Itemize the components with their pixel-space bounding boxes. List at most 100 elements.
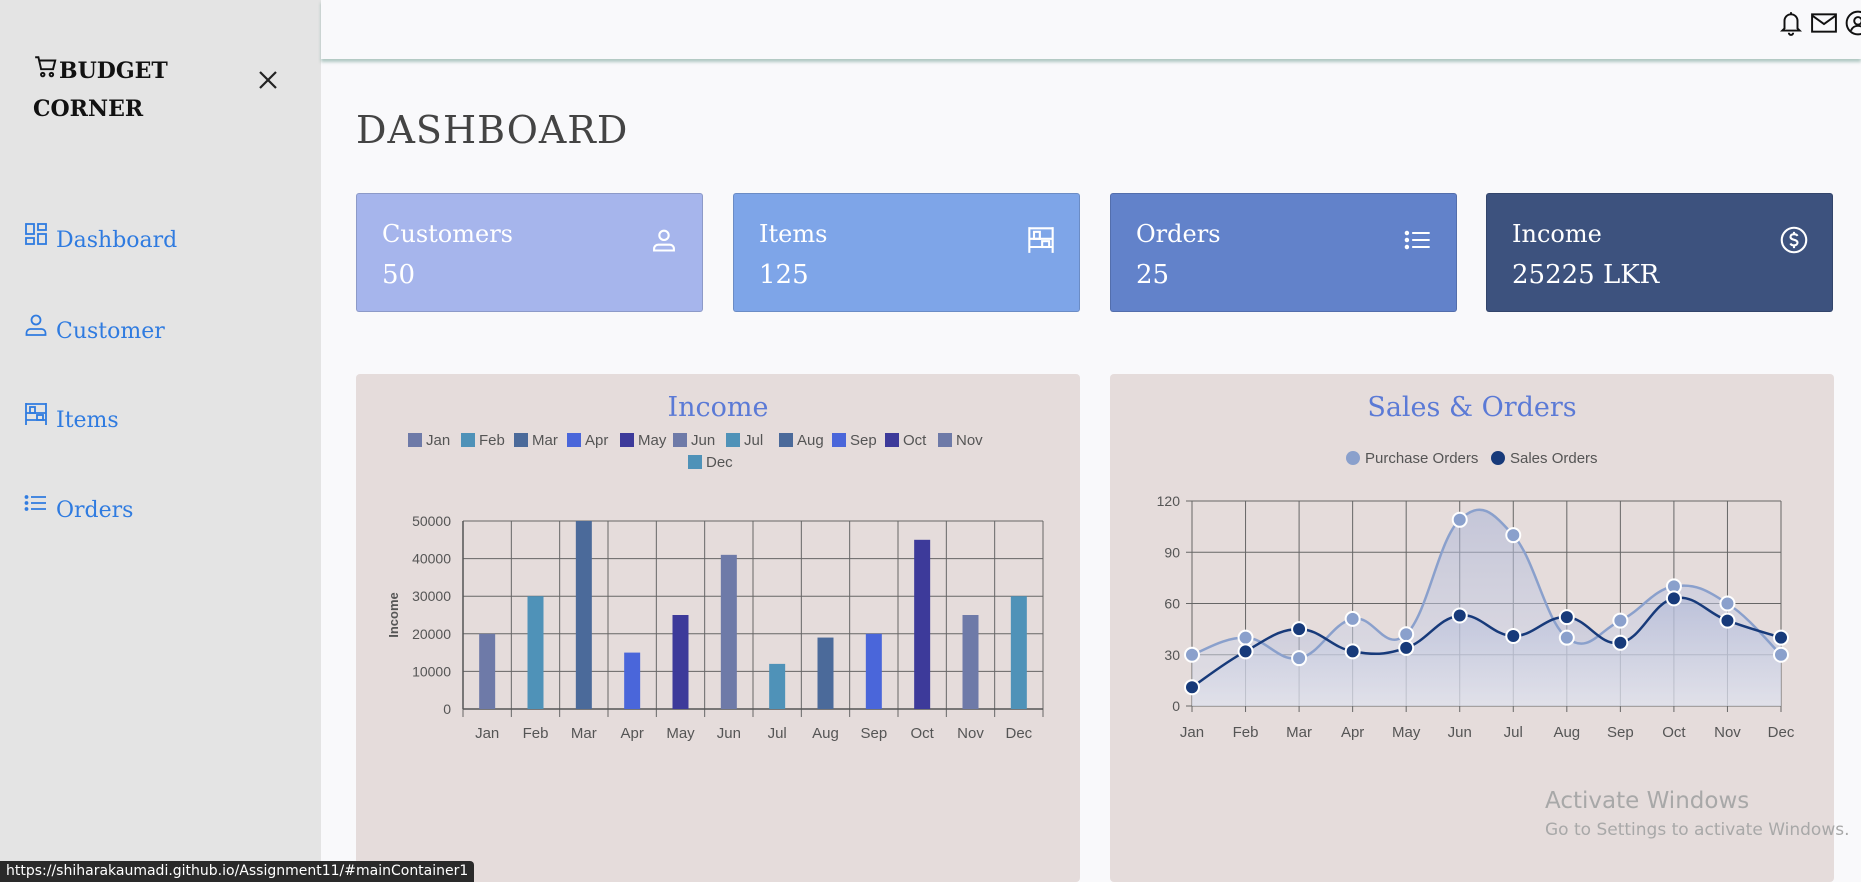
close-icon[interactable] — [256, 68, 280, 92]
data-point — [1612, 634, 1629, 651]
card-items[interactable]: Items 125 — [733, 193, 1080, 312]
y-tick-label: 120 — [1157, 493, 1181, 509]
data-point — [1398, 626, 1415, 643]
x-tick-label: Jan — [1180, 724, 1204, 741]
data-point — [1558, 609, 1575, 626]
brand-logo[interactable]: BUDGET CORNER — [33, 52, 233, 128]
chart-title: Income — [667, 392, 768, 423]
legend-swatch — [688, 455, 702, 469]
data-point — [1237, 629, 1254, 646]
legend-swatch — [408, 433, 422, 447]
legend-label: May — [638, 432, 667, 449]
x-tick-label: Feb — [1233, 724, 1259, 741]
legend-label: Jun — [691, 432, 715, 449]
bar-feb — [527, 596, 544, 709]
bar-dec — [1010, 596, 1027, 709]
x-tick-label: Jun — [1448, 724, 1472, 741]
legend-label: Nov — [956, 432, 983, 449]
shelf-icon — [25, 403, 47, 425]
card-value: 25 — [1136, 260, 1170, 290]
y-axis-label: Income — [386, 592, 401, 638]
x-tick-label: Oct — [910, 725, 934, 742]
activate-windows-watermark: Activate Windows Go to Settings to activ… — [1545, 788, 1850, 840]
sidebar: BUDGET CORNER Dashboard Customer Items O… — [0, 0, 321, 882]
legend-swatch — [461, 433, 475, 447]
bar-jul — [769, 663, 786, 709]
grid-icon — [25, 223, 47, 245]
sidebar-item-dashboard[interactable]: Dashboard — [24, 223, 178, 256]
user-icon — [25, 314, 47, 336]
legend-swatch — [938, 433, 952, 447]
data-point — [1505, 627, 1522, 644]
list-icon — [24, 495, 46, 511]
x-tick-label: Oct — [1662, 724, 1686, 741]
data-point — [1451, 511, 1468, 528]
data-point — [1184, 646, 1200, 663]
x-tick-label: Jun — [717, 725, 741, 742]
data-point — [1719, 595, 1736, 612]
card-customers[interactable]: Customers 50 — [356, 193, 703, 312]
income-bar-chart: Income Jan Feb Mar Apr May Jun Jul Aug Sep Oct Nov D… — [386, 392, 1044, 742]
y-tick-label: 10000 — [412, 663, 451, 679]
legend-swatch — [620, 433, 634, 447]
y-tick-label: 20000 — [412, 626, 451, 642]
y-tick-label: 40000 — [412, 551, 451, 567]
user-circle-icon[interactable] — [1845, 10, 1861, 36]
x-tick-label: May — [666, 725, 695, 742]
sidebar-item-label: Orders — [56, 497, 134, 523]
card-orders[interactable]: Orders 25 — [1110, 193, 1457, 312]
sidebar-item-items[interactable]: Items — [24, 403, 119, 436]
bar-apr — [624, 652, 641, 709]
data-point — [1398, 639, 1415, 656]
x-tick-label: Sep — [860, 725, 887, 742]
data-point — [1612, 612, 1629, 629]
y-tick-label: 0 — [1172, 698, 1180, 714]
bar-oct — [914, 539, 931, 709]
list-icon — [1404, 230, 1430, 250]
legend-swatch — [779, 433, 793, 447]
bar-nov — [962, 615, 979, 709]
x-tick-label: Mar — [1286, 724, 1312, 741]
card-label: Items — [759, 220, 828, 248]
legend-label: Jan — [426, 432, 450, 449]
status-bar-url: https://shiharakaumadi.github.io/Assignm… — [0, 861, 475, 882]
sidebar-item-label: Dashboard — [56, 227, 178, 253]
x-tick-label: Dec — [1005, 725, 1032, 742]
x-tick-label: Jul — [1504, 724, 1523, 741]
series-area — [1192, 597, 1781, 706]
data-point — [1237, 643, 1254, 660]
x-tick-label: Apr — [620, 725, 643, 742]
bar-mar — [575, 521, 592, 709]
legend-swatch — [885, 433, 899, 447]
legend-marker — [1491, 451, 1505, 465]
y-tick-label: 30000 — [412, 588, 451, 604]
mail-icon[interactable] — [1811, 10, 1837, 36]
sidebar-item-orders[interactable]: Orders — [24, 494, 133, 526]
data-point — [1505, 527, 1522, 544]
y-tick-label: 30 — [1164, 647, 1180, 663]
legend-label: Aug — [797, 432, 824, 449]
top-bar — [321, 0, 1861, 59]
watermark-line2: Go to Settings to activate Windows. — [1545, 820, 1850, 840]
x-tick-label: Nov — [957, 725, 984, 742]
bar-sep — [865, 633, 882, 709]
card-income[interactable]: Income 25225 LKR — [1486, 193, 1833, 312]
shelf-icon — [1028, 227, 1054, 253]
legend-label: Feb — [479, 432, 505, 449]
bar-jan — [479, 633, 496, 709]
sidebar-item-label: Items — [56, 407, 119, 433]
y-tick-label: 90 — [1164, 544, 1180, 560]
brand-line1: BUDGET — [59, 58, 168, 84]
legend-swatch — [673, 433, 687, 447]
legend-swatch — [726, 433, 740, 447]
brand-line2: CORNER — [33, 96, 144, 122]
data-point — [1344, 610, 1361, 627]
bar-may — [672, 615, 689, 709]
legend-marker — [1346, 451, 1360, 465]
dollar-icon — [1780, 226, 1808, 254]
bell-icon[interactable] — [1778, 10, 1804, 36]
user-icon — [653, 229, 675, 252]
data-point — [1773, 646, 1789, 663]
x-tick-label: Aug — [1553, 724, 1580, 741]
sidebar-item-customer[interactable]: Customer — [24, 314, 165, 347]
